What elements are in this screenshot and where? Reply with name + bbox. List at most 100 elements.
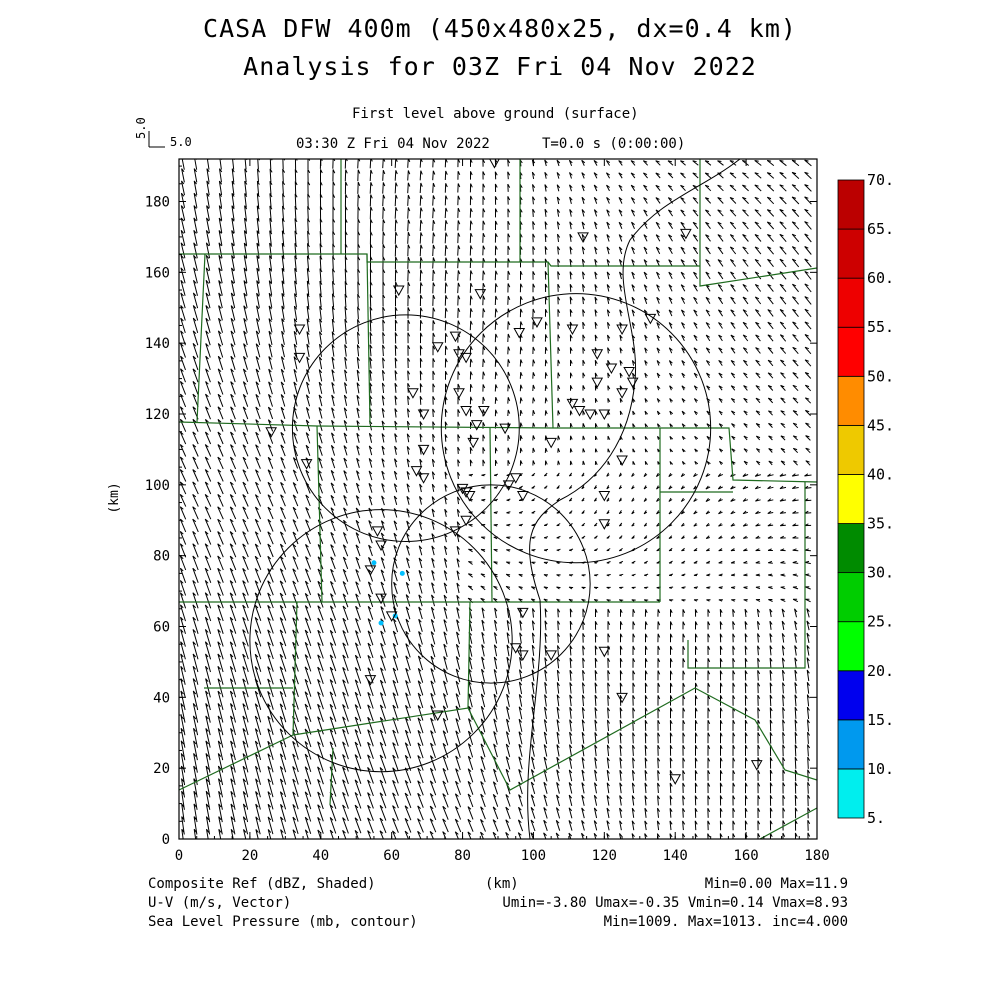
y-tick-label: 20 xyxy=(153,761,170,777)
colorbar-segment xyxy=(837,277,865,328)
footer-stats3: Min=1009. Max=1013. inc=4.000 xyxy=(603,914,848,930)
station-marker xyxy=(566,398,579,410)
station-marker xyxy=(293,352,306,364)
station-marker xyxy=(371,526,384,537)
station-marker xyxy=(463,490,476,502)
station-marker xyxy=(509,643,522,654)
y-tick-label: 120 xyxy=(145,407,170,423)
footer-field1: Composite Ref (dBZ, Shaded) xyxy=(148,876,376,892)
station-marker xyxy=(626,377,639,389)
x-tick-label: 100 xyxy=(521,848,546,864)
station-marker xyxy=(598,646,611,658)
footer-stats1: Min=0.00 Max=11.9 xyxy=(704,876,848,892)
station-marker xyxy=(460,352,472,364)
colorbar-label: 40. xyxy=(867,465,894,483)
station-marker xyxy=(293,324,306,336)
colorbar-label: 15. xyxy=(867,711,894,729)
colorbar-segment xyxy=(837,474,865,524)
y-tick-label: 60 xyxy=(153,620,170,636)
station-marker xyxy=(467,437,480,449)
wind-vectors xyxy=(179,159,812,839)
time-step-label: T=0.0 s (0:00:00) xyxy=(542,136,686,152)
colorbar-segment xyxy=(837,572,865,623)
station-marker xyxy=(669,774,682,785)
station-marker xyxy=(453,349,465,360)
station-marker xyxy=(385,611,398,622)
station-marker xyxy=(644,313,657,325)
vector-ref-horizontal-label: 5.0 xyxy=(170,135,192,149)
x-tick-label: 60 xyxy=(383,848,400,864)
colorbar-label: 25. xyxy=(867,613,894,631)
echo-cell xyxy=(371,560,377,566)
station-marker xyxy=(616,388,628,399)
colorbar-segment xyxy=(837,326,865,377)
station-marker xyxy=(392,285,405,297)
wind-vector-field xyxy=(179,159,812,839)
y-tick-label: 100 xyxy=(145,478,170,494)
x-tick-label: 160 xyxy=(733,848,758,864)
echo-cell xyxy=(378,620,384,626)
station-marker xyxy=(591,349,604,360)
pressure-contour-line xyxy=(527,159,741,839)
station-marker xyxy=(598,490,611,502)
colorbar-segment xyxy=(837,179,865,230)
station-marker xyxy=(375,593,387,605)
range-ring xyxy=(249,509,513,773)
x-tick-label: 20 xyxy=(241,848,258,864)
colorbar-label: 35. xyxy=(867,515,894,533)
station-marker xyxy=(545,650,558,661)
y-axis-label: (km) xyxy=(107,482,122,513)
colorbar-label: 60. xyxy=(867,269,894,287)
station-marker xyxy=(417,444,430,456)
colorbar-segment xyxy=(837,228,865,279)
station-marker xyxy=(489,159,500,169)
station-marker xyxy=(456,483,469,495)
x-tick-label: 120 xyxy=(592,848,617,864)
station-marker xyxy=(509,473,522,484)
x-axis-unit: (km) xyxy=(485,876,519,892)
y-tick-label: 0 xyxy=(162,832,170,848)
station-marker xyxy=(300,459,313,470)
axes: 0 20 40 60 80 100 120 140 160 180 0 20 40 60 80 100 120 1… xyxy=(145,159,830,864)
y-tick-label: 140 xyxy=(145,336,170,352)
x-tick-label: 40 xyxy=(312,848,329,864)
station-marker xyxy=(431,342,444,353)
station-marker xyxy=(577,232,589,243)
colorbar-label: 55. xyxy=(867,318,894,336)
time-label: 03:30 Z Fri 04 Nov 2022 xyxy=(296,136,490,152)
chart-title: CASA DFW 400m (450x480x25, dx=0.4 km) xyxy=(203,14,797,43)
y-tick-label: 160 xyxy=(145,265,170,281)
colorbar-segment xyxy=(837,768,865,819)
station-marker xyxy=(513,328,526,339)
station-marker xyxy=(598,409,611,421)
station-marker xyxy=(591,377,604,389)
station-marker xyxy=(499,423,511,435)
station-marker xyxy=(616,455,628,467)
station-marker xyxy=(623,367,635,378)
station-marker xyxy=(470,420,483,431)
station-marker xyxy=(453,388,465,399)
station-marker xyxy=(449,526,462,537)
x-tick-label: 80 xyxy=(454,848,471,864)
colorbar-segment xyxy=(837,523,865,574)
station-marker xyxy=(431,710,444,722)
station-marker xyxy=(474,289,487,300)
station-marker xyxy=(566,324,579,336)
colorbar-label: 45. xyxy=(867,416,894,434)
station-marker xyxy=(516,650,529,661)
colorbar-segment xyxy=(837,424,865,475)
station-marker xyxy=(605,363,618,374)
chart-subtitle: Analysis for 03Z Fri 04 Nov 2022 xyxy=(243,52,757,81)
level-label: First level above ground (surface) xyxy=(352,106,639,122)
range-ring xyxy=(391,484,591,684)
station-marker xyxy=(584,409,597,421)
station-marker xyxy=(616,692,628,704)
pressure-contours xyxy=(249,159,741,839)
colorbar-segment xyxy=(837,375,865,426)
station-marker xyxy=(750,760,763,771)
colorbar-label: 65. xyxy=(867,220,894,238)
colorbar-segment xyxy=(837,621,865,672)
station-marker xyxy=(598,519,611,530)
station-marker xyxy=(364,675,377,686)
